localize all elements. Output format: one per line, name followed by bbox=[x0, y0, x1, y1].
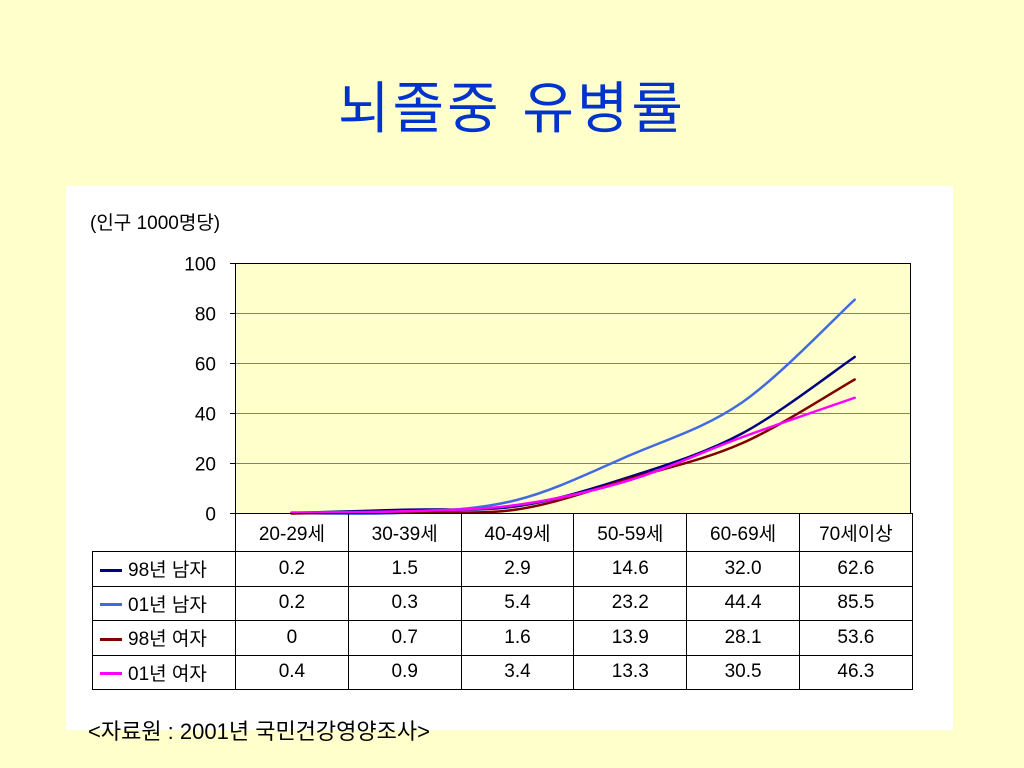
data-label: 0 bbox=[235, 620, 349, 656]
legend-label: 01년 남자 bbox=[128, 594, 207, 616]
data-label: 13.9 bbox=[573, 620, 688, 656]
x-tick-label: 60-69세 bbox=[686, 513, 800, 552]
legend-label: 98년 여자 bbox=[128, 629, 207, 651]
data-label: 0.3 bbox=[347, 585, 462, 621]
data-label: 0.9 bbox=[347, 654, 462, 690]
y-axis: 0 20 40 60 80 100 bbox=[184, 255, 236, 526]
x-tick-label: 20-29세 bbox=[235, 513, 349, 552]
y-tick-label: 60 bbox=[195, 355, 216, 376]
legend-swatch bbox=[100, 568, 122, 572]
data-label: 0.4 bbox=[235, 654, 349, 690]
data-label: 13.3 bbox=[573, 654, 688, 690]
data-label: 85.5 bbox=[798, 585, 913, 621]
y-tick-label: 80 bbox=[195, 305, 216, 326]
source-note: <자료원 : 2001년 국민건강영양조사> bbox=[88, 719, 430, 744]
legend-entry: 98년 남자 bbox=[92, 551, 236, 587]
legend-swatch bbox=[100, 672, 122, 676]
legend-swatch bbox=[100, 637, 122, 641]
table-row: 98년 여자 0 0.7 1.6 13.9 28.1 53.6 bbox=[92, 620, 913, 656]
category-row: 20-29세 30-39세 40-49세 50-59세 60-69세 70세이상 bbox=[93, 513, 913, 552]
table-row: 01년 여자 0.4 0.9 3.4 13.3 30.5 46.3 bbox=[92, 654, 913, 690]
data-label: 30.5 bbox=[686, 654, 800, 690]
x-tick-label: 30-39세 bbox=[347, 513, 462, 552]
y-tick-label: 100 bbox=[184, 255, 216, 276]
x-tick-label: 50-59세 bbox=[573, 513, 688, 552]
legend-swatch bbox=[100, 603, 122, 607]
data-table: 20-29세 30-39세 40-49세 50-59세 60-69세 70세이상… bbox=[92, 513, 913, 690]
data-label: 14.6 bbox=[573, 551, 688, 587]
data-label: 28.1 bbox=[686, 620, 800, 656]
data-label: 46.3 bbox=[798, 654, 913, 690]
data-label: 23.2 bbox=[573, 585, 688, 621]
data-label: 32.0 bbox=[686, 551, 800, 587]
x-tick-label: 40-49세 bbox=[460, 513, 575, 552]
series-lines bbox=[290, 298, 856, 516]
data-label: 0.7 bbox=[347, 620, 462, 656]
series-line-4 bbox=[290, 396, 856, 514]
data-label: 44.4 bbox=[686, 585, 800, 621]
legend-entry: 01년 남자 bbox=[92, 585, 236, 621]
x-tick-label: 70세이상 bbox=[798, 513, 913, 552]
y-tick-label: 0 bbox=[205, 505, 216, 526]
table-row: 01년 남자 0.2 0.3 5.4 23.2 44.4 85.5 bbox=[92, 585, 913, 621]
table-corner bbox=[93, 514, 236, 552]
chart-plot: 0 20 40 60 80 100 bbox=[184, 255, 911, 526]
data-label: 53.6 bbox=[798, 620, 913, 656]
series-line-1 bbox=[290, 355, 856, 515]
plot-area bbox=[235, 263, 911, 514]
data-label: 2.9 bbox=[460, 551, 575, 587]
data-label: 1.6 bbox=[460, 620, 575, 656]
legend-label: 01년 여자 bbox=[128, 663, 207, 685]
legend-entry: 01년 여자 bbox=[92, 654, 236, 690]
table-row: 98년 남자 0.2 1.5 2.9 14.6 32.0 62.6 bbox=[92, 551, 913, 587]
data-label: 0.2 bbox=[235, 585, 349, 621]
data-label: 3.4 bbox=[460, 654, 575, 690]
y-tick-label: 20 bbox=[195, 455, 216, 476]
y-axis-label: (인구 1000명당) bbox=[90, 213, 221, 234]
data-label: 5.4 bbox=[460, 585, 575, 621]
y-tick-label: 40 bbox=[195, 405, 216, 426]
legend-label: 98년 남자 bbox=[128, 560, 207, 582]
slide-title: 뇌졸중 유병률 bbox=[338, 77, 686, 142]
legend-entry: 98년 여자 bbox=[92, 620, 236, 656]
data-label: 62.6 bbox=[798, 551, 913, 587]
data-label: 1.5 bbox=[347, 551, 462, 587]
data-label: 0.2 bbox=[235, 551, 349, 587]
